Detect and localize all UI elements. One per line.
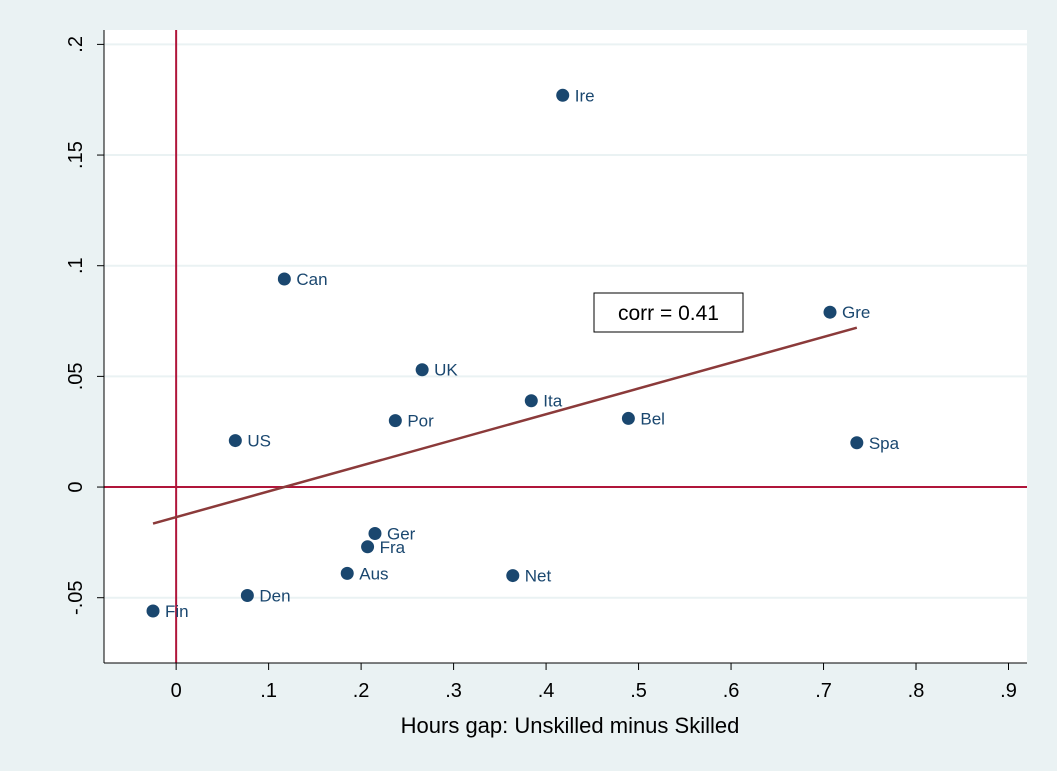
- point-label: Gre: [842, 303, 870, 322]
- reference-lines: [104, 30, 1027, 663]
- x-tick-label: 0: [171, 680, 182, 702]
- data-point: [240, 588, 254, 602]
- data-point: [277, 272, 291, 286]
- point-label: Den: [259, 586, 290, 605]
- x-tick-label: .4: [538, 680, 555, 702]
- point-label: Spa: [869, 434, 900, 453]
- point-label: Can: [296, 270, 327, 289]
- point-label: UK: [434, 361, 458, 380]
- x-tick-label: .1: [260, 680, 277, 702]
- data-point: [368, 527, 382, 541]
- y-tick-label: 0: [65, 481, 87, 492]
- annotation-layer: corr = 0.41: [593, 292, 744, 333]
- x-tick-label: .7: [815, 680, 832, 702]
- y-tick-label: .15: [65, 141, 87, 169]
- y-tick-label: .2: [65, 36, 87, 53]
- x-tick-label: .9: [1000, 680, 1017, 702]
- data-point: [506, 569, 520, 583]
- point-label: Ire: [575, 86, 595, 105]
- annotation-box: [593, 292, 744, 333]
- data-point: [388, 414, 402, 428]
- plot-area: [104, 30, 1027, 663]
- correlation-annotation: corr = 0.41: [618, 302, 719, 325]
- point-label: Fin: [165, 602, 189, 621]
- point-label: Por: [407, 412, 434, 431]
- x-axis-title: Hours gap: Unskilled minus Skilled: [401, 713, 740, 738]
- data-point: [524, 394, 538, 408]
- data-point: [361, 540, 375, 554]
- x-tick-label: .5: [630, 680, 647, 702]
- data-point: [146, 604, 160, 618]
- point-label: US: [247, 432, 271, 451]
- data-point: [823, 305, 837, 319]
- data-point: [340, 566, 354, 580]
- fit-line-layer: [152, 326, 858, 525]
- data-point: [621, 411, 635, 425]
- x-tick-label: .2: [353, 680, 370, 702]
- fitted-regression-line: [152, 326, 858, 525]
- axes-layer: -.05 0 .05 .1 .15 .2 0 .1 .2 .3 .4 .5 .6 .7 .8 .9: [65, 30, 1027, 702]
- x-tick-label: .8: [908, 680, 925, 702]
- point-label: Net: [525, 567, 552, 586]
- point-label: Fra: [380, 538, 406, 557]
- point-label: Ger: [387, 525, 416, 544]
- y-tick-label: .05: [65, 362, 87, 390]
- data-point: [850, 436, 864, 450]
- point-label: Ita: [543, 392, 562, 411]
- y-tick-label: .1: [65, 257, 87, 274]
- data-point: [228, 434, 242, 448]
- data-point: [415, 363, 429, 377]
- y-tick-label: -.05: [65, 580, 87, 614]
- x-tick-label: .3: [445, 680, 462, 702]
- point-label: Aus: [359, 564, 388, 583]
- x-tick-label: .6: [723, 680, 740, 702]
- point-label: Bel: [640, 409, 665, 428]
- data-point: [556, 88, 570, 102]
